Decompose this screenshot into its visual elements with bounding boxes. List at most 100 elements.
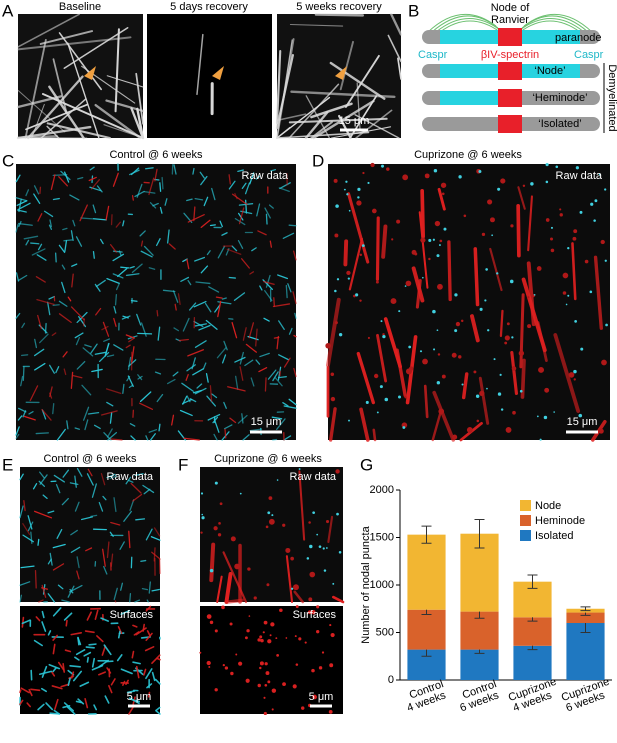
fiber — [162, 289, 176, 293]
fiber — [245, 343, 257, 353]
punctum — [217, 533, 222, 537]
fiber — [272, 371, 279, 382]
fiber — [34, 338, 38, 349]
fiber — [250, 377, 255, 387]
fiber — [25, 189, 30, 197]
punctum — [263, 620, 268, 625]
fiber — [87, 412, 100, 415]
fiber — [79, 204, 88, 222]
fiber — [65, 619, 68, 627]
fiber — [211, 393, 218, 399]
punctum — [306, 557, 310, 560]
punctum — [353, 294, 356, 298]
punctum — [271, 514, 274, 517]
punctum — [318, 666, 323, 670]
punctum — [265, 525, 269, 529]
punctum — [437, 283, 443, 290]
fiber — [125, 273, 140, 277]
arrowhead — [212, 66, 224, 80]
punctum — [271, 688, 277, 693]
fiber — [113, 344, 124, 351]
punctum — [598, 173, 601, 176]
punctum — [573, 378, 576, 381]
arrowhead — [335, 66, 347, 80]
fiber — [136, 183, 143, 198]
punctum — [275, 637, 278, 640]
fiber — [103, 338, 111, 342]
fiber — [282, 402, 289, 407]
fiber — [55, 366, 60, 374]
punctum — [285, 547, 291, 553]
punctum — [511, 336, 514, 339]
fiber — [152, 202, 159, 207]
punctum — [504, 335, 510, 341]
punctum — [361, 244, 365, 248]
micrograph — [20, 467, 160, 602]
fiber — [244, 199, 248, 214]
punctum — [441, 374, 446, 379]
fiber — [113, 497, 117, 513]
fiber — [27, 75, 84, 140]
fiber — [151, 671, 156, 682]
punctum — [209, 568, 214, 573]
fiber — [117, 626, 123, 635]
punctum — [268, 496, 273, 501]
punctum — [334, 233, 339, 238]
fiber — [26, 702, 31, 708]
fiber — [94, 351, 107, 355]
fiber — [69, 588, 74, 594]
fiber — [145, 632, 153, 642]
fiber — [277, 376, 287, 379]
fiber — [187, 214, 205, 223]
fiber — [110, 521, 121, 526]
fiber — [52, 197, 60, 201]
fiber — [293, 367, 297, 378]
fiber — [372, 428, 377, 442]
fiber — [298, 470, 306, 541]
fiber — [74, 501, 80, 512]
fiber — [116, 654, 123, 662]
punctum — [321, 651, 325, 654]
fiber — [217, 245, 226, 259]
fiber — [143, 668, 147, 676]
fiber — [92, 250, 95, 259]
fiber — [329, 61, 386, 100]
fiber — [149, 433, 156, 441]
fiber — [136, 313, 142, 326]
fiber — [144, 646, 155, 652]
fiber — [72, 219, 76, 227]
fiber — [112, 172, 119, 187]
fiber — [189, 302, 197, 311]
scale-label: 15 μm — [339, 115, 370, 127]
fiber — [39, 471, 45, 479]
fiber — [499, 309, 504, 338]
punctum — [214, 481, 218, 485]
punctum — [440, 182, 447, 188]
punctum — [380, 320, 383, 323]
fiber — [185, 373, 189, 381]
punctum — [420, 237, 426, 243]
fiber — [103, 432, 112, 441]
punctum — [545, 163, 549, 167]
punctum — [309, 544, 313, 549]
fiber — [135, 518, 146, 521]
fiber — [74, 475, 77, 488]
fiber — [133, 631, 140, 636]
fiber — [52, 634, 58, 641]
fiber — [259, 285, 263, 291]
y-tick-label: 500 — [376, 626, 394, 638]
fiber — [288, 224, 297, 227]
fiber — [226, 248, 242, 255]
fiber — [343, 239, 349, 267]
fiber — [28, 411, 34, 415]
fiber — [17, 202, 31, 211]
fiber — [35, 276, 46, 283]
punctum — [424, 173, 430, 179]
fiber — [63, 239, 73, 242]
fiber — [61, 264, 66, 270]
fiber — [171, 414, 175, 426]
fiber — [70, 546, 81, 553]
fiber — [41, 665, 48, 678]
fiber — [186, 395, 191, 403]
fiber — [257, 230, 267, 236]
